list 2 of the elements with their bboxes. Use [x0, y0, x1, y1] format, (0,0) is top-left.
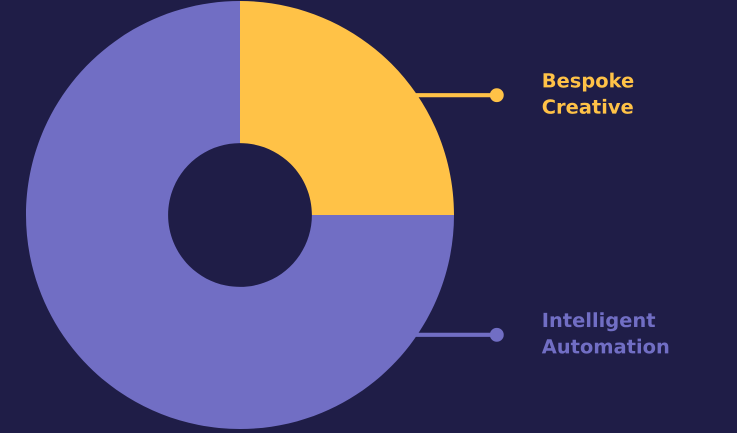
legend-label: Bespoke Creative	[542, 72, 634, 114]
legend-label: Intelligent Automation	[542, 312, 668, 354]
